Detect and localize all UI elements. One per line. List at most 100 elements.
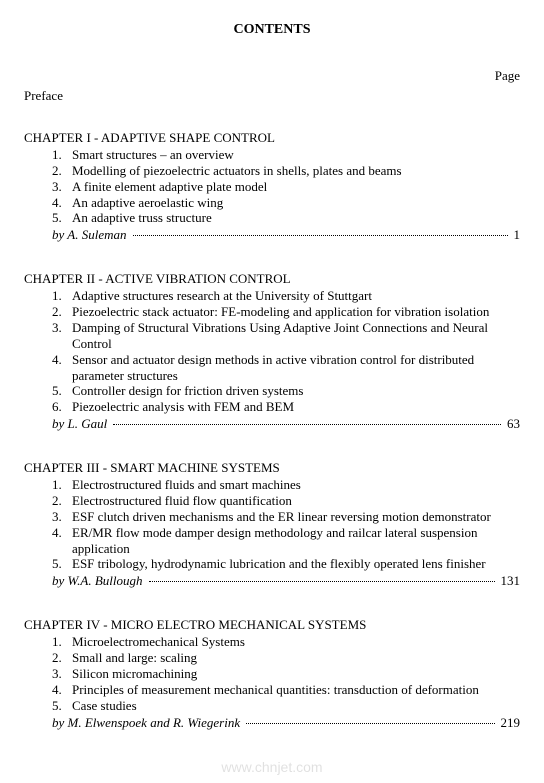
toc-item: 5.Case studies xyxy=(52,698,520,714)
chapter-byline: by A. Suleman 1 xyxy=(24,227,520,243)
toc-item: 3.Silicon micromachining xyxy=(52,666,520,682)
toc-item: 1.Electrostructured fluids and smart mac… xyxy=(52,477,520,493)
toc-item: 2.Piezoelectric stack actuator: FE-model… xyxy=(52,304,520,320)
chapter-heading: CHAPTER IV - MICRO ELECTRO MECHANICAL SY… xyxy=(24,617,520,633)
chapter-byline: by L. Gaul 63 xyxy=(24,416,520,432)
toc-item-text: Small and large: scaling xyxy=(72,650,520,666)
toc-item: 5.Controller design for friction driven … xyxy=(52,383,520,399)
chapter-items: 1.Smart structures – an overview2.Modell… xyxy=(24,147,520,226)
toc-item-text: Damping of Structural Vibrations Using A… xyxy=(72,320,520,352)
leader-dots xyxy=(113,424,501,425)
toc-item: 1.Adaptive structures research at the Un… xyxy=(52,288,520,304)
toc-item: 4.An adaptive aeroelastic wing xyxy=(52,195,520,211)
toc-item: 1.Smart structures – an overview xyxy=(52,147,520,163)
author-name: L. Gaul xyxy=(68,416,108,431)
toc-item-text: Smart structures – an overview xyxy=(72,147,520,163)
leader-dots xyxy=(149,581,495,582)
toc-item: 2.Electrostructured fluid flow quantific… xyxy=(52,493,520,509)
leader-dots xyxy=(246,723,494,724)
chapter-block: CHAPTER I - ADAPTIVE SHAPE CONTROL1.Smar… xyxy=(24,130,520,243)
toc-item-text: Sensor and actuator design methods in ac… xyxy=(72,352,520,384)
chapter-author: by A. Suleman xyxy=(52,227,131,243)
toc-item-number: 2. xyxy=(52,650,72,666)
chapter-byline: by M. Elwenspoek and R. Wiegerink 219 xyxy=(24,715,520,731)
toc-item-text: Silicon micromachining xyxy=(72,666,520,682)
toc-item-number: 2. xyxy=(52,304,72,320)
chapter-items: 1.Adaptive structures research at the Un… xyxy=(24,288,520,415)
toc-item-text: Electrostructured fluid flow quantificat… xyxy=(72,493,520,509)
chapter-heading: CHAPTER III - SMART MACHINE SYSTEMS xyxy=(24,460,520,476)
contents-page: CONTENTS Page Preface CHAPTER I - ADAPTI… xyxy=(0,0,544,779)
toc-item: 2.Modelling of piezoelectric actuators i… xyxy=(52,163,520,179)
toc-item-number: 4. xyxy=(52,195,72,211)
toc-item-text: Modelling of piezoelectric actuators in … xyxy=(72,163,520,179)
toc-item-text: Piezoelectric stack actuator: FE-modelin… xyxy=(72,304,520,320)
chapter-page-number: 219 xyxy=(497,715,521,731)
toc-item-text: A finite element adaptive plate model xyxy=(72,179,520,195)
author-name: A. Suleman xyxy=(67,227,126,242)
toc-item: 3.ESF clutch driven mechanisms and the E… xyxy=(52,509,520,525)
page-column-label: Page xyxy=(24,68,520,84)
by-prefix: by xyxy=(52,227,67,242)
toc-item-number: 2. xyxy=(52,493,72,509)
toc-item-text: Case studies xyxy=(72,698,520,714)
chapter-block: CHAPTER IV - MICRO ELECTRO MECHANICAL SY… xyxy=(24,617,520,730)
toc-item-number: 1. xyxy=(52,147,72,163)
chapter-author: by L. Gaul xyxy=(52,416,111,432)
toc-item-text: Adaptive structures research at the Univ… xyxy=(72,288,520,304)
toc-item-text: ER/MR flow mode damper design methodolog… xyxy=(72,525,520,557)
chapter-author: by M. Elwenspoek and R. Wiegerink xyxy=(52,715,244,731)
toc-item-text: An adaptive aeroelastic wing xyxy=(72,195,520,211)
toc-item-number: 3. xyxy=(52,666,72,682)
by-prefix: by xyxy=(52,573,68,588)
toc-item-number: 3. xyxy=(52,179,72,195)
toc-item-number: 3. xyxy=(52,320,72,336)
toc-item-number: 3. xyxy=(52,509,72,525)
chapter-page-number: 63 xyxy=(503,416,520,432)
toc-item-number: 5. xyxy=(52,210,72,226)
toc-item: 4.ER/MR flow mode damper design methodol… xyxy=(52,525,520,557)
toc-item: 3.A finite element adaptive plate model xyxy=(52,179,520,195)
by-prefix: by xyxy=(52,715,68,730)
toc-item: 1.Microelectromechanical Systems xyxy=(52,634,520,650)
preface-label: Preface xyxy=(24,88,520,104)
chapter-items: 1.Microelectromechanical Systems2.Small … xyxy=(24,634,520,713)
toc-item-number: 1. xyxy=(52,288,72,304)
chapter-page-number: 131 xyxy=(497,573,521,589)
toc-item-number: 4. xyxy=(52,352,72,368)
toc-item-number: 2. xyxy=(52,163,72,179)
author-name: W.A. Bullough xyxy=(68,573,143,588)
toc-item-text: ESF tribology, hydrodynamic lubrication … xyxy=(72,556,520,572)
toc-item: 3.Damping of Structural Vibrations Using… xyxy=(52,320,520,352)
toc-item: 6.Piezoelectric analysis with FEM and BE… xyxy=(52,399,520,415)
toc-item: 2.Small and large: scaling xyxy=(52,650,520,666)
leader-dots xyxy=(133,235,508,236)
toc-item-text: Electrostructured fluids and smart machi… xyxy=(72,477,520,493)
toc-item-text: Microelectromechanical Systems xyxy=(72,634,520,650)
chapter-block: CHAPTER III - SMART MACHINE SYSTEMS1.Ele… xyxy=(24,460,520,589)
toc-item-number: 4. xyxy=(52,682,72,698)
toc-item: 5.An adaptive truss structure xyxy=(52,210,520,226)
toc-item: 4.Sensor and actuator design methods in … xyxy=(52,352,520,384)
toc-item-text: Piezoelectric analysis with FEM and BEM xyxy=(72,399,520,415)
toc-item-text: An adaptive truss structure xyxy=(72,210,520,226)
toc-item: 5.ESF tribology, hydrodynamic lubricatio… xyxy=(52,556,520,572)
author-name: M. Elwenspoek and R. Wiegerink xyxy=(68,715,241,730)
page-title: CONTENTS xyxy=(24,22,520,38)
chapter-items: 1.Electrostructured fluids and smart mac… xyxy=(24,477,520,572)
toc-item-number: 1. xyxy=(52,634,72,650)
chapter-heading: CHAPTER II - ACTIVE VIBRATION CONTROL xyxy=(24,271,520,287)
chapter-page-number: 1 xyxy=(510,227,521,243)
toc-item-number: 4. xyxy=(52,525,72,541)
toc-item-text: Principles of measurement mechanical qua… xyxy=(72,682,520,698)
toc-item-number: 5. xyxy=(52,383,72,399)
by-prefix: by xyxy=(52,416,68,431)
chapter-heading: CHAPTER I - ADAPTIVE SHAPE CONTROL xyxy=(24,130,520,146)
toc-item-number: 5. xyxy=(52,556,72,572)
chapter-byline: by W.A. Bullough 131 xyxy=(24,573,520,589)
toc-item-text: ESF clutch driven mechanisms and the ER … xyxy=(72,509,520,525)
chapter-block: CHAPTER II - ACTIVE VIBRATION CONTROL1.A… xyxy=(24,271,520,432)
toc-item-number: 6. xyxy=(52,399,72,415)
toc-item-text: Controller design for friction driven sy… xyxy=(72,383,520,399)
toc-item: 4.Principles of measurement mechanical q… xyxy=(52,682,520,698)
